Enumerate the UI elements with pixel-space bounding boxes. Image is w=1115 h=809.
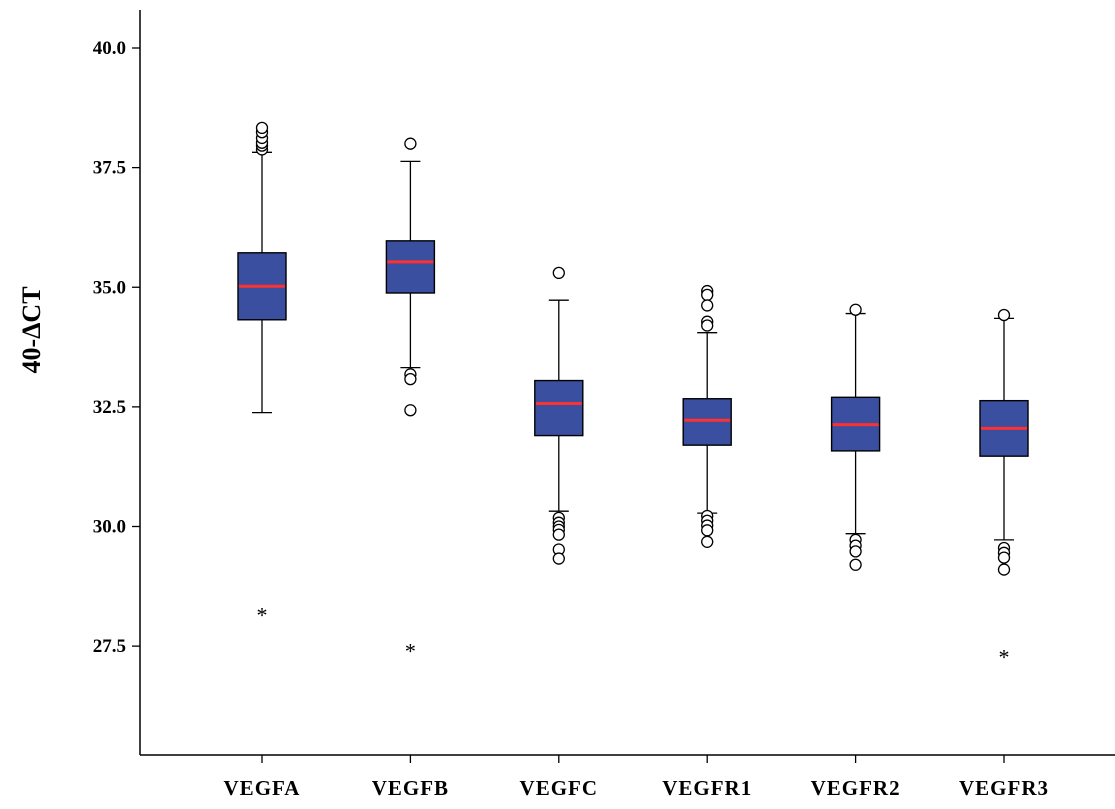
x-tick-label: VEGFR1 — [662, 776, 752, 800]
box-group-vegfc — [534, 266, 584, 565]
box-group-vegfb: * — [385, 137, 436, 664]
outlier-point — [701, 535, 714, 548]
outlier-point — [701, 319, 714, 332]
y-tick-label: 32.5 — [93, 397, 126, 418]
y-tick-label: 37.5 — [93, 158, 126, 179]
y-tick-label: 27.5 — [93, 636, 126, 657]
iqr-box — [682, 398, 732, 446]
x-tick-label: VEGFR2 — [811, 776, 901, 800]
y-axis-title: 40-ΔCT — [17, 286, 46, 373]
extreme-point: * — [405, 639, 416, 664]
outlier-point — [404, 137, 417, 150]
x-tick-label: VEGFR3 — [959, 776, 1049, 800]
outlier-point — [997, 308, 1011, 322]
iqr-box — [534, 379, 584, 437]
iqr-box — [385, 240, 436, 294]
outlier-point — [849, 558, 862, 571]
box-group-vegfr3: * — [979, 308, 1029, 669]
outlier-point — [997, 551, 1011, 564]
x-tick-label: VEGFC — [520, 776, 599, 800]
y-tick-label: 35.0 — [93, 277, 126, 298]
boxes-layer: * * * — [237, 121, 1029, 669]
outlier-point — [552, 266, 565, 280]
outlier-point — [701, 524, 714, 537]
box-group-vegfr1 — [682, 284, 732, 548]
outlier-point — [997, 563, 1011, 576]
outlier-point — [849, 303, 862, 316]
box-group-vegfr2 — [830, 303, 881, 571]
y-tick-label: 40.0 — [93, 38, 126, 59]
x-tick-label: VEGFA — [224, 776, 301, 800]
outlier-point — [552, 528, 565, 541]
box-group-vegfa: * — [237, 121, 287, 628]
outlier-point — [404, 404, 417, 417]
outlier-point — [701, 288, 714, 302]
x-tick-label: VEGFB — [372, 776, 449, 800]
outlier-point — [404, 372, 417, 386]
extreme-point: * — [999, 644, 1010, 669]
y-tick-label: 30.0 — [93, 517, 126, 538]
outlier-point — [701, 299, 714, 312]
outlier-point — [849, 545, 862, 558]
extreme-point: * — [257, 603, 268, 628]
outlier-point — [255, 121, 269, 135]
outlier-point — [552, 552, 565, 565]
axes-layer: 27.5 30.0 32.5 35.0 37.5 40.0 VEGFA VEGFB VEGFC V… — [93, 10, 1115, 800]
